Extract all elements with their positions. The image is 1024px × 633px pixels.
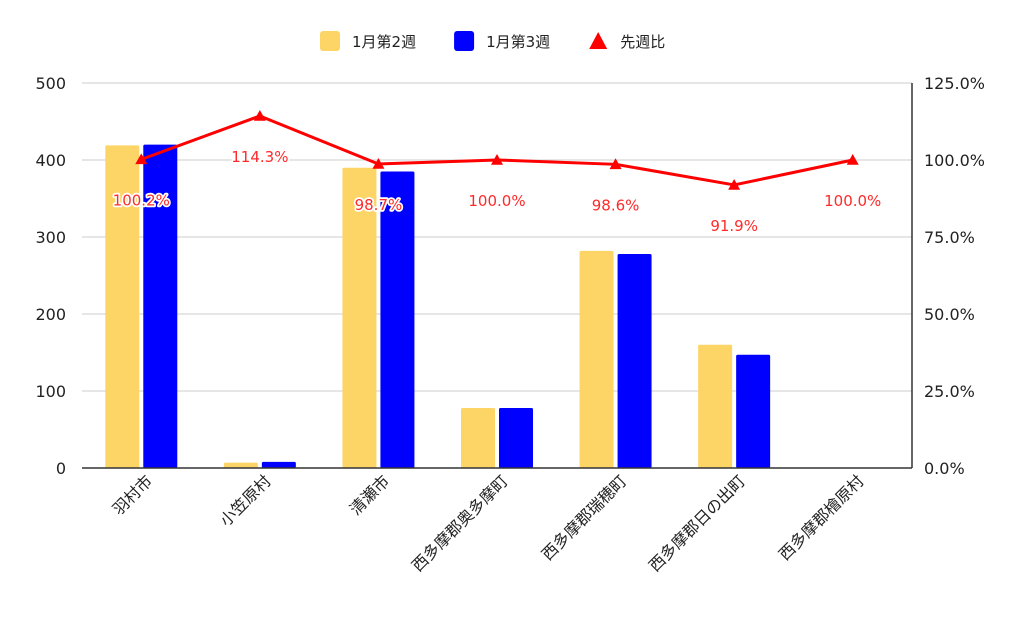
legend-label: 1月第3週 [486,33,550,51]
ratio-marker [728,178,741,190]
ratio-marker [846,154,859,165]
data-labels: 100.2% 114.3% 98.7% 100.0% 98.6% 91.9% 100.0% [111,146,883,236]
right-axis-tick-label: 100.0% [924,151,985,170]
left-axis-tick-label: 400 [35,151,66,170]
ratio-marker [253,109,266,121]
ratio-marker [491,154,503,165]
right-axis-tick-label: 125.0% [924,74,985,93]
category-label: 羽村市 [109,471,156,518]
axes: 0 100 200 300 400 500 0.0% 25.0% 50.0% 75.0% 100.0… [35,74,985,575]
bar-week3 [736,354,771,468]
bar-week3 [261,461,296,468]
category-label: 西多摩郡日の出町 [645,471,749,575]
category-label: 清瀬市 [346,471,393,518]
legend-label: 先週比 [620,33,665,51]
ratio-data-label: 100.0% [824,192,881,210]
bar-week3 [617,253,652,468]
category-label: 西多摩郡奥多摩町 [408,471,512,575]
ratio-marker [609,158,622,170]
legend: 1月第2週 1月第3週 先週比 [320,31,665,51]
bar-week2 [698,344,733,468]
category-label: 西多摩郡檜原村 [775,471,868,564]
category-label: 西多摩郡瑞穂町 [538,471,631,564]
ratio-data-label: 98.6% [592,196,640,214]
legend-triangle-icon [589,32,608,49]
bar-week3 [499,407,533,468]
ratio-data-label: 114.3% [231,148,288,166]
right-axis-tick-label: 75.0% [924,228,975,247]
right-axis-tick-label: 0.0% [924,459,965,478]
ratio-line-series [135,109,859,190]
left-axis-tick-label: 100 [35,382,66,401]
legend-label: 1月第2週 [352,33,416,51]
ratio-marker [372,158,385,169]
bar-week2 [223,462,258,468]
right-axis-tick-label: 25.0% [924,382,975,401]
ratio-data-label: 100.2% [113,191,170,209]
bar-week2 [579,250,614,468]
ratio-data-label: 91.9% [710,217,758,235]
grid-lines [82,82,912,392]
left-axis-tick-label: 500 [35,74,66,93]
ratio-marker [135,153,148,165]
legend-swatch-week2 [320,31,340,51]
bar-series [105,144,771,469]
right-axis-tick-label: 50.0% [924,305,975,324]
ratio-data-label: 100.0% [468,192,525,210]
bar-week2 [105,145,140,468]
left-axis-tick-label: 300 [35,228,66,247]
ratio-data-label: 98.7% [355,196,403,214]
bar-week3 [143,144,178,468]
legend-swatch-week3 [454,31,475,51]
bar-week3 [380,171,415,469]
bar-week2 [342,167,377,468]
left-axis-tick-label: 200 [35,305,66,324]
bar-week2 [461,407,495,468]
category-label: 小笠原村 [216,471,275,530]
left-axis-tick-label: 0 [56,459,66,478]
